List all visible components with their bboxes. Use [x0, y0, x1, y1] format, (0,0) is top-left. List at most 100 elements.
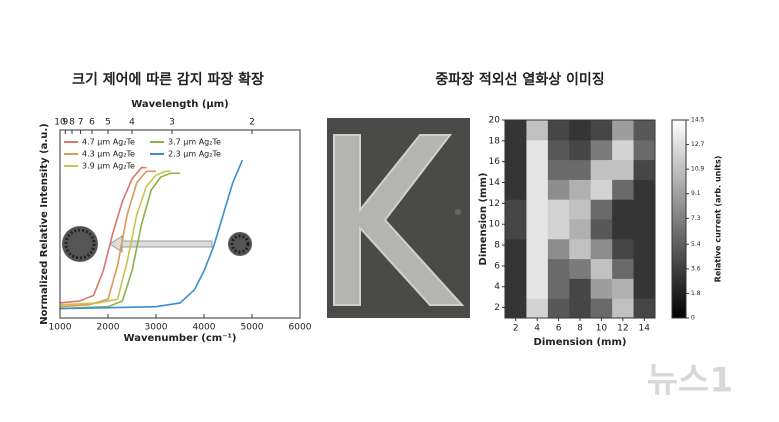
heat-cell — [526, 219, 549, 240]
heat-cell — [505, 139, 527, 161]
photo — [327, 118, 470, 318]
x-tick-label: 6000 — [289, 323, 312, 333]
colorbar-tick-label: 0 — [691, 315, 695, 322]
legend-label: 4.7 μm Ag₂Te — [82, 138, 135, 147]
heat-cell — [590, 258, 613, 279]
heat-cell — [633, 219, 656, 240]
heat-cell — [590, 199, 613, 220]
heat-cell — [633, 179, 656, 200]
series-line — [59, 172, 180, 310]
heat-cell — [547, 258, 570, 279]
y-tick-label: 14 — [489, 178, 501, 188]
heat-cell — [612, 199, 635, 220]
series-line — [59, 166, 147, 304]
heat-cell — [526, 258, 549, 279]
heat-cell — [569, 258, 592, 279]
heat-cell — [526, 120, 549, 141]
heat-cell — [590, 298, 613, 319]
legend-label: 3.9 μm Ag₂Te — [82, 162, 135, 171]
heat-cell — [505, 179, 527, 200]
colorbar-tick-label: 7.3 — [691, 215, 701, 222]
watermark: 뉴스1 — [647, 361, 733, 401]
heat-cell — [633, 258, 656, 279]
heat-cell — [612, 139, 635, 161]
heat-cell — [505, 219, 527, 240]
heat-cell — [633, 120, 656, 141]
x-tick-label: 8 — [577, 324, 583, 334]
heat-cell — [526, 238, 549, 260]
heat-cell — [505, 159, 527, 180]
heat-cell — [547, 139, 570, 161]
chart-title: 크기 제어에 따른 감지 파장 확장 — [72, 71, 264, 88]
heat-cell — [590, 238, 613, 260]
colorbar-tick-label: 1.8 — [691, 290, 701, 297]
x2-tick-label: 5 — [105, 118, 111, 128]
heat-cell — [612, 120, 635, 141]
heat-cell — [526, 139, 549, 161]
x-tick-label: 5000 — [241, 323, 264, 333]
x2-tick-label: 8 — [69, 118, 75, 128]
heat-cell — [612, 159, 635, 180]
x2-tick-label: 4 — [129, 118, 135, 128]
illustration — [62, 226, 252, 262]
heat-cell — [612, 179, 635, 200]
x2-tick-label: 6 — [89, 118, 95, 128]
series-line — [59, 170, 171, 306]
heat-cell — [547, 120, 570, 141]
heat-cell — [590, 139, 613, 161]
x2-tick-label: 10 — [54, 118, 66, 128]
colorbar-tick-label: 3.6 — [691, 265, 701, 272]
heat-cell — [569, 120, 592, 141]
heat-cell — [569, 219, 592, 240]
heat-cell — [590, 159, 613, 180]
y-tick-label: 18 — [489, 136, 501, 146]
heat-cell — [590, 278, 613, 299]
x-tick-label: 4000 — [193, 323, 216, 333]
x-tick-label: 4 — [534, 324, 540, 334]
y-tick-label: 16 — [489, 157, 501, 167]
x-axis-label: Dimension (mm) — [534, 337, 627, 348]
x-tick-label: 12 — [617, 324, 628, 334]
heat-cell — [505, 199, 527, 220]
x2-tick-label: 9 — [62, 118, 68, 128]
heat-cell — [505, 120, 527, 141]
y-tick-label: 10 — [489, 220, 501, 230]
x-tick-label: 2000 — [97, 323, 120, 333]
heat-cell — [547, 278, 570, 299]
heat-cell — [633, 278, 656, 299]
heat-cell — [569, 199, 592, 220]
heat-cell — [612, 278, 635, 299]
heat-cell — [569, 139, 592, 161]
y-tick-label: 8 — [494, 241, 500, 251]
y-axis-label: Dimension (mm) — [478, 173, 489, 266]
heat-cell — [633, 298, 656, 319]
x2-tick-label: 7 — [78, 118, 84, 128]
legend-label: 2.3 μm Ag₂Te — [168, 150, 221, 159]
colorbar-tick-label: 14.5 — [691, 117, 705, 124]
heat-cell — [612, 238, 635, 260]
colorbar — [671, 119, 687, 319]
x-tick-label: 6 — [556, 324, 562, 334]
colorbar-label: Relative current (arb. units) — [714, 156, 723, 283]
heat-cell — [569, 238, 592, 260]
y-tick-label: 12 — [489, 199, 500, 209]
colorbar-tick-label: 10.9 — [691, 166, 705, 173]
heat-cell — [612, 219, 635, 240]
heat-cell — [547, 238, 570, 260]
plot-frame — [59, 129, 301, 319]
heat-cell — [569, 159, 592, 180]
series-line — [59, 159, 244, 310]
x-tick-label: 3000 — [145, 323, 168, 333]
heat-cell — [505, 278, 527, 299]
heat-cell — [526, 159, 549, 180]
x-tick-label: 14 — [639, 324, 651, 334]
colorbar-tick-label: 9.1 — [691, 190, 701, 197]
heat-cell — [633, 199, 656, 220]
heat-cell — [612, 258, 635, 279]
y-tick-label: 4 — [494, 282, 500, 292]
x2-axis-label: Wavelength (μm) — [131, 99, 229, 110]
y-tick-label: 6 — [494, 261, 500, 271]
x2-tick-label: 3 — [169, 118, 175, 128]
heat-cell — [505, 258, 527, 279]
